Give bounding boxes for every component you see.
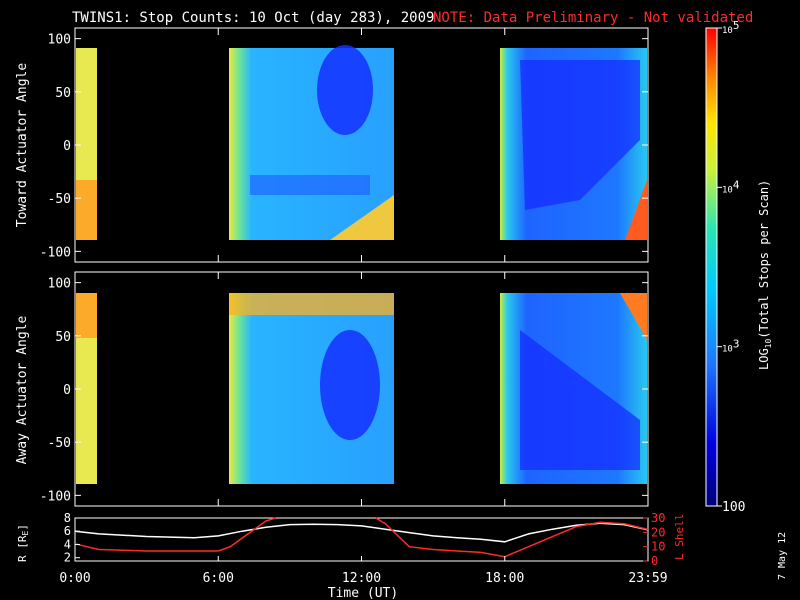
time-xtick-label-0: 0:00 [59,571,90,586]
orbit-axes-frame [74,517,649,562]
lshell-ytick-label-1: 20 [651,525,665,539]
colorbar-scale [706,28,717,506]
footer-date: 7 May 12 [777,532,788,580]
toward-y-ticks: 100 50 0 -50 -100 [40,33,648,260]
r-ytick-label-1: 6 [64,524,71,538]
orbit-series-line-1 [74,517,276,552]
colorbar-tick-label-0: 105 [722,19,739,36]
colorbar-tick-base-1: 10 [722,185,733,195]
colorbar-tick-label-1: 104 [722,178,740,195]
away-top-band [229,293,394,315]
colorbar-tick-label-3: 100 [722,500,745,515]
time-x-ticks: 0:00 6:00 12:00 18:00 23:59 [59,28,668,586]
r-ytick-label-0: 8 [64,511,71,525]
away-heatmap-area [76,293,647,484]
toward-ytick-label-3: -50 [48,192,71,207]
colorbar-tick-base-3: 100 [722,500,745,515]
toward-ytick-label-0: 100 [48,33,71,48]
r-ytick-label-2: 4 [64,537,71,551]
away-panel: 100 50 0 -50 -100 Away Actuator Angle [15,271,649,507]
away-data-block-1 [76,293,97,484]
r-axis-label: R [RE] [16,524,30,562]
colorbar-tick-label-2: 103 [722,338,739,355]
away-ytick-label-2: 0 [63,383,71,398]
lshell-ytick-label-3: 0 [651,554,658,568]
l-shell-label: L Shell [673,514,686,560]
away-ytick-label-3: -50 [48,436,71,451]
toward-ytick-label-2: 0 [63,139,71,154]
away-low-region-3 [520,330,640,470]
toward-corner-high-3 [625,180,647,240]
away-y-ticks: 100 50 0 -50 -100 [40,277,648,504]
toward-ytick-label-4: -100 [40,245,71,260]
time-xtick-label-2: 12:00 [342,571,381,586]
colorbar-tick-base-0: 10 [722,26,733,36]
r-axis-label-main: R [R [16,535,29,562]
colorbar-tick-exp-1: 4 [733,178,740,191]
away-corner-high-3 [620,293,647,340]
colorbar-tick-exp-0: 5 [733,19,740,32]
toward-band [250,175,370,195]
away-data-block-1-upper [76,293,97,338]
away-ytick-label-0: 100 [48,277,71,292]
orbit-series [74,517,649,558]
colorbar-label: LOG10(Total Stops per Scan) [757,180,773,370]
time-axis-label: Time (UT) [328,586,398,600]
toward-data-block-1-lower [76,180,97,240]
time-xtick-label-3: 18:00 [485,571,524,586]
colorbar-tick-base-2: 10 [722,345,733,355]
r-axis-label-close: ] [16,524,29,531]
r-ytick-label-3: 2 [64,551,71,565]
colorbar-label-sub: 10 [764,338,773,348]
time-xtick-label-1: 6:00 [203,571,234,586]
colorbar-frame [705,27,718,507]
colorbar-tick-exp-2: 3 [733,338,740,351]
toward-ytick-label-1: 50 [55,86,71,101]
away-low-region [320,330,380,440]
colorbar-label-suffix: (Total Stops per Scan) [757,180,771,339]
figure-title: TWINS1: Stop Counts: 10 Oct (day 283), 2… [72,10,434,26]
toward-y-label: Toward Actuator Angle [15,63,30,228]
toward-low-region [317,45,373,135]
preliminary-note: NOTE: Data Preliminary - Not validated [433,10,753,26]
toward-panel: 100 50 0 -50 -100 Toward Actuator Angle [15,27,649,263]
away-ytick-label-4: -100 [40,489,71,504]
lshell-ytick-label-0: 30 [651,511,665,525]
toward-heatmap-area [76,45,647,240]
toward-corner-high [330,195,394,240]
toward-low-region-3 [520,60,640,210]
orbit-series-line-0 [74,522,649,543]
colorbar-label-prefix: LOG [757,348,771,370]
time-xtick-label-4: 23:59 [628,571,667,586]
away-ytick-label-1: 50 [55,330,71,345]
r-axis-label-sub: E [21,531,30,536]
away-y-label: Away Actuator Angle [15,315,30,464]
lshell-ytick-label-2: 10 [651,540,665,554]
